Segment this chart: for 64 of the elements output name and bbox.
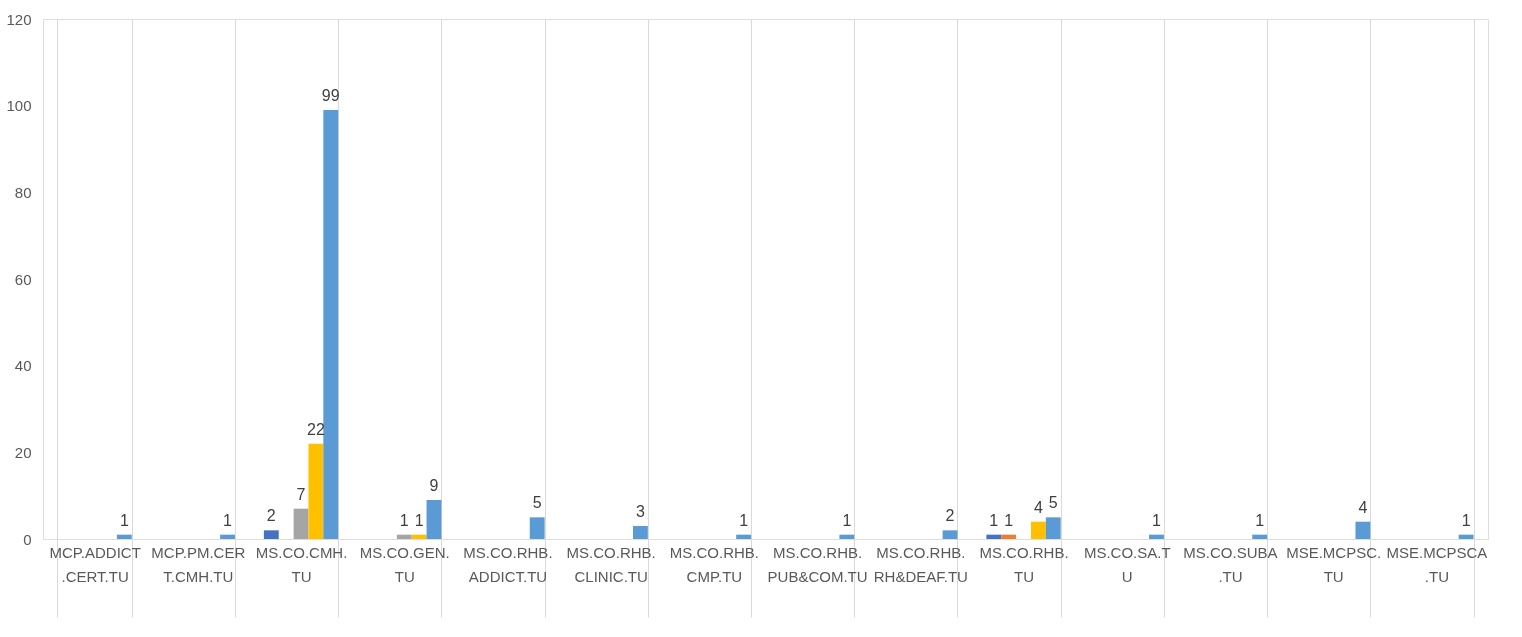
data-label: 1 xyxy=(1255,511,1265,529)
bar xyxy=(1458,534,1474,539)
bar xyxy=(632,526,648,539)
x-tick-label: MSE.MCPSC.TU xyxy=(1286,543,1382,585)
y-tick-label: 0 xyxy=(23,530,32,548)
x-tick-label: MS.CO.CMH.TU xyxy=(255,543,348,585)
y-tick-label: 80 xyxy=(14,183,32,201)
data-label: 99 xyxy=(321,87,340,104)
x-tick-label: MSE.MCPSCA.TU xyxy=(1386,543,1488,585)
data-label: 5 xyxy=(1048,494,1058,512)
bar xyxy=(426,500,442,539)
data-label: 1 xyxy=(119,511,129,529)
data-label: 1 xyxy=(414,511,424,529)
data-label: 1 xyxy=(1461,511,1471,529)
y-tick-label: 40 xyxy=(14,357,32,375)
bar xyxy=(411,534,427,539)
bar xyxy=(529,517,545,539)
bar xyxy=(1030,521,1046,539)
data-label: 5 xyxy=(532,494,542,512)
bar xyxy=(839,534,855,539)
bar xyxy=(308,443,324,539)
x-tick-label: MS.CO.SA.TU xyxy=(1083,543,1171,585)
bar xyxy=(220,534,235,539)
bar xyxy=(986,534,1002,539)
x-tick-label: MS.CO.GEN.TU xyxy=(359,543,450,585)
data-label: 4 xyxy=(1358,498,1368,516)
bar xyxy=(1045,517,1061,539)
data-label: 9 xyxy=(429,477,439,494)
y-tick-label: 20 xyxy=(14,443,32,461)
x-tick-label: MS.CO.RHB.TU xyxy=(979,543,1069,585)
y-tick-label: 120 xyxy=(6,10,32,28)
bar xyxy=(1001,534,1017,539)
y-tick-label: 100 xyxy=(6,97,32,115)
data-label: 7 xyxy=(296,485,306,503)
x-tick-label: MS.CO.RHB.CLINIC.TU xyxy=(566,543,656,585)
x-tick-label: MS.CO.RHB.PUB&COM.TU xyxy=(767,543,868,585)
bar xyxy=(1355,521,1371,539)
data-label: 1 xyxy=(1152,511,1162,529)
data-label: 2 xyxy=(945,507,955,525)
data-label: 1 xyxy=(1004,511,1014,529)
data-label: 1 xyxy=(223,511,233,529)
data-label: 3 xyxy=(635,503,645,520)
bar xyxy=(263,530,279,539)
bar xyxy=(1149,534,1164,539)
x-tick-label: MCP.ADDICT.CERT.TU xyxy=(49,543,141,585)
x-tick-label: MS.CO.RHB.ADDICT.TU xyxy=(463,543,553,585)
bar xyxy=(736,534,752,539)
bar xyxy=(323,110,339,539)
bar xyxy=(942,530,958,539)
data-label: 1 xyxy=(842,511,852,529)
data-label: 1 xyxy=(399,511,409,529)
bar xyxy=(116,534,132,539)
data-label: 4 xyxy=(1033,498,1043,516)
bar xyxy=(396,534,412,539)
data-label: 1 xyxy=(739,511,749,529)
bar xyxy=(1252,534,1268,539)
x-tick-label: MS.CO.SUBA.TU xyxy=(1183,543,1278,585)
x-tick-label: MCP.PM.CERT.CMH.TU xyxy=(151,543,246,585)
y-tick-label: 60 xyxy=(14,270,32,288)
bar xyxy=(293,508,309,539)
x-tick-label: MS.CO.RHB.CMP.TU xyxy=(669,543,759,585)
data-label: 2 xyxy=(266,507,276,525)
x-tick-label: MS.CO.RHB.RH&DEAF.TU xyxy=(873,543,968,585)
data-label: 1 xyxy=(989,511,999,529)
